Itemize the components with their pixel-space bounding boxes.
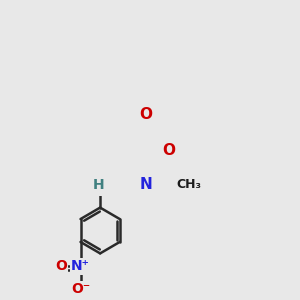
Text: O: O	[55, 260, 67, 274]
Text: CH₃: CH₃	[176, 178, 201, 191]
Text: N⁺: N⁺	[71, 260, 90, 274]
Text: H: H	[93, 178, 105, 192]
Text: O: O	[162, 143, 175, 158]
Text: O: O	[140, 107, 152, 122]
Text: N: N	[140, 177, 152, 192]
Text: O⁻: O⁻	[71, 282, 90, 296]
